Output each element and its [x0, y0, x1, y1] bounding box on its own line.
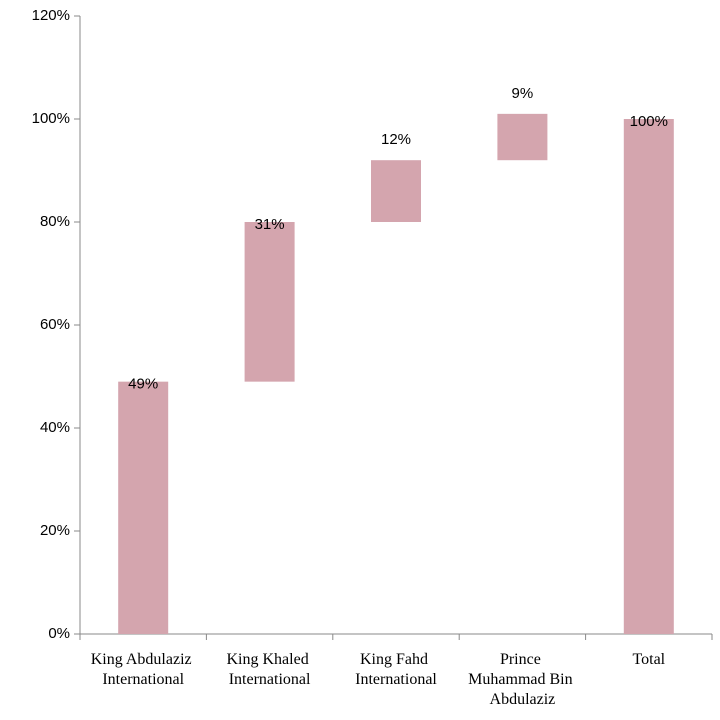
bar	[371, 160, 421, 222]
data-label: 100%	[630, 113, 668, 130]
y-tick-label: 100%	[32, 110, 70, 127]
y-tick-label: 40%	[40, 419, 70, 436]
y-tick-label: 0%	[48, 625, 70, 642]
x-tick-label: Prince Muhammad Bin Abdulaziz	[468, 651, 576, 708]
x-tick-label: King Abdulaziz International	[91, 651, 196, 688]
bar	[623, 119, 674, 634]
y-tick-label: 120%	[32, 7, 70, 24]
data-label: 9%	[512, 85, 534, 102]
y-tick-label: 20%	[40, 522, 70, 539]
bar	[244, 222, 295, 382]
data-label: 12%	[381, 131, 411, 148]
x-tick-label: King Fahd International	[355, 651, 437, 688]
bar	[497, 113, 548, 161]
data-label: 31%	[255, 216, 285, 233]
x-tick-label: King Khaled International	[226, 651, 312, 688]
bar	[118, 381, 169, 634]
x-tick-label: Total	[632, 651, 665, 668]
data-label: 49%	[128, 376, 158, 393]
y-tick-label: 80%	[40, 213, 70, 230]
y-tick-label: 60%	[40, 316, 70, 333]
